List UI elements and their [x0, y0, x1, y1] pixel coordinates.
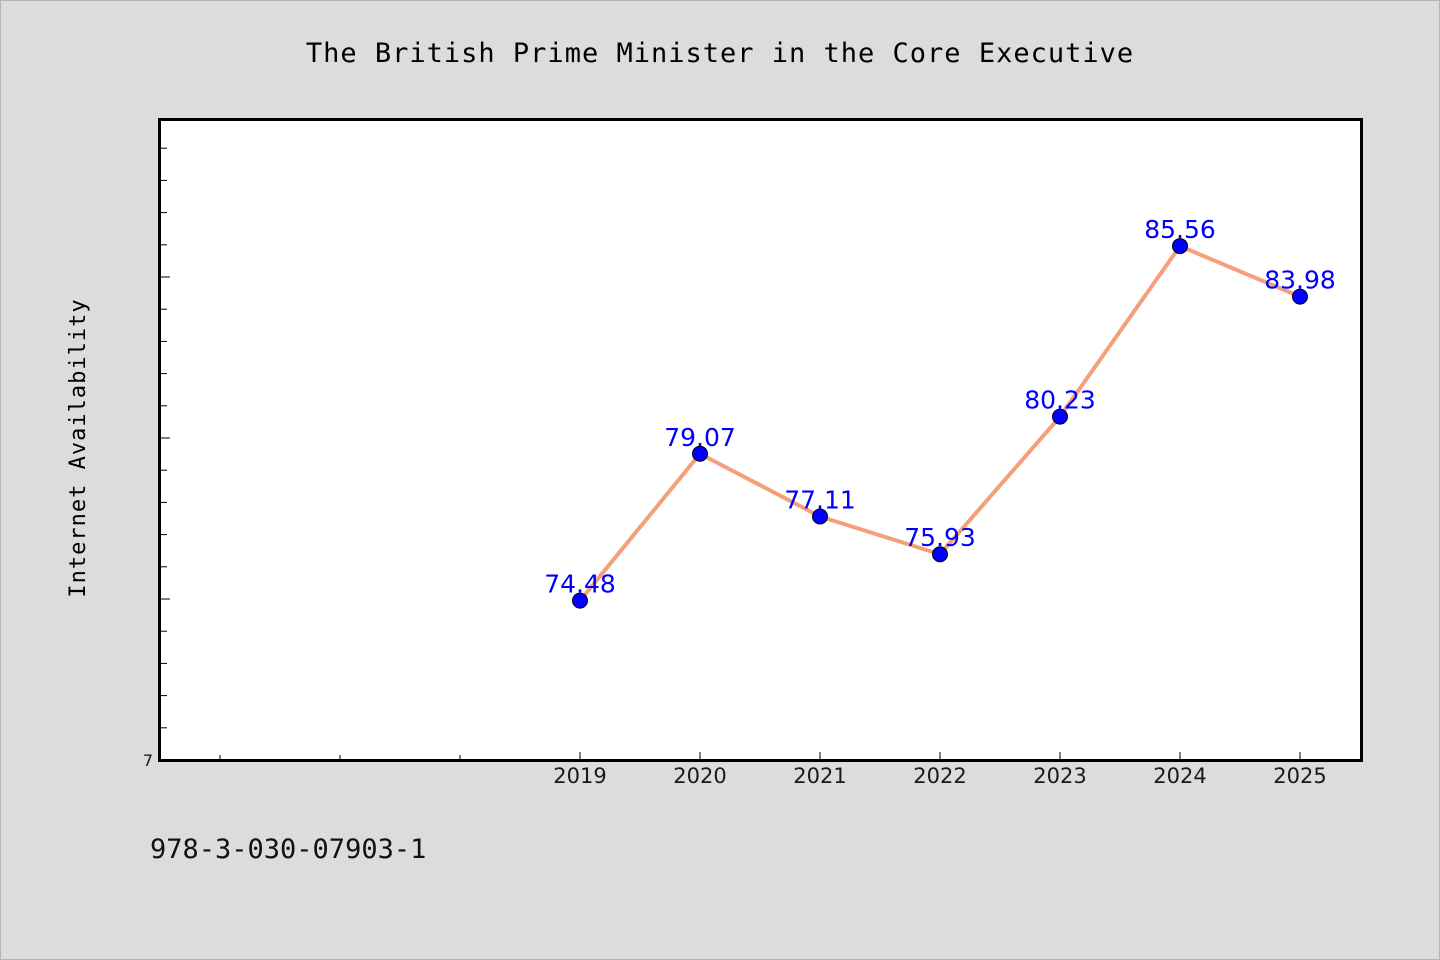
data-point-marker	[572, 592, 588, 609]
y-axis-label: Internet Availability	[66, 298, 91, 597]
data-point-label: 77.11	[784, 485, 856, 514]
x-tick-label: 2022	[913, 764, 966, 788]
x-tick-label: 2023	[1033, 764, 1086, 788]
x-tick-label: 2020	[673, 764, 726, 788]
data-point-marker	[812, 508, 828, 525]
data-point-marker	[932, 546, 948, 563]
markers-group	[572, 238, 1308, 609]
x-tick-label: 2019	[553, 764, 606, 788]
data-point-label: 80.23	[1024, 386, 1096, 415]
data-point-marker	[692, 445, 708, 462]
data-point-label: 83.98	[1264, 266, 1336, 295]
y-axis-ticks	[160, 147, 170, 761]
data-point-label: 75.93	[904, 523, 976, 552]
footer-isbn: 978-3-030-07903-1	[150, 834, 427, 865]
data-point-marker	[1292, 288, 1308, 305]
x-tick-label: 2024	[1153, 764, 1206, 788]
x-axis-tick-labels: 2019 2020 2021 2022 2023 2024 2025	[553, 764, 1326, 788]
x-tick-label: 2025	[1273, 764, 1326, 788]
data-point-label: 85.56	[1144, 215, 1216, 244]
data-point-label: 74.48	[544, 570, 616, 599]
chart-title: The British Prime Minister in the Core E…	[306, 38, 1134, 69]
x-axis-ticks	[219, 752, 1301, 760]
data-point-marker	[1172, 238, 1188, 255]
data-point-label: 79.07	[664, 423, 736, 452]
data-labels-group: 74.48 79.07 77.11 75.93 80.23 85.56 83.98	[544, 215, 1336, 599]
plot-area	[158, 118, 1363, 762]
y-tick-label: 7	[143, 751, 153, 770]
x-tick-label: 2021	[793, 764, 846, 788]
data-point-marker	[1052, 408, 1068, 425]
